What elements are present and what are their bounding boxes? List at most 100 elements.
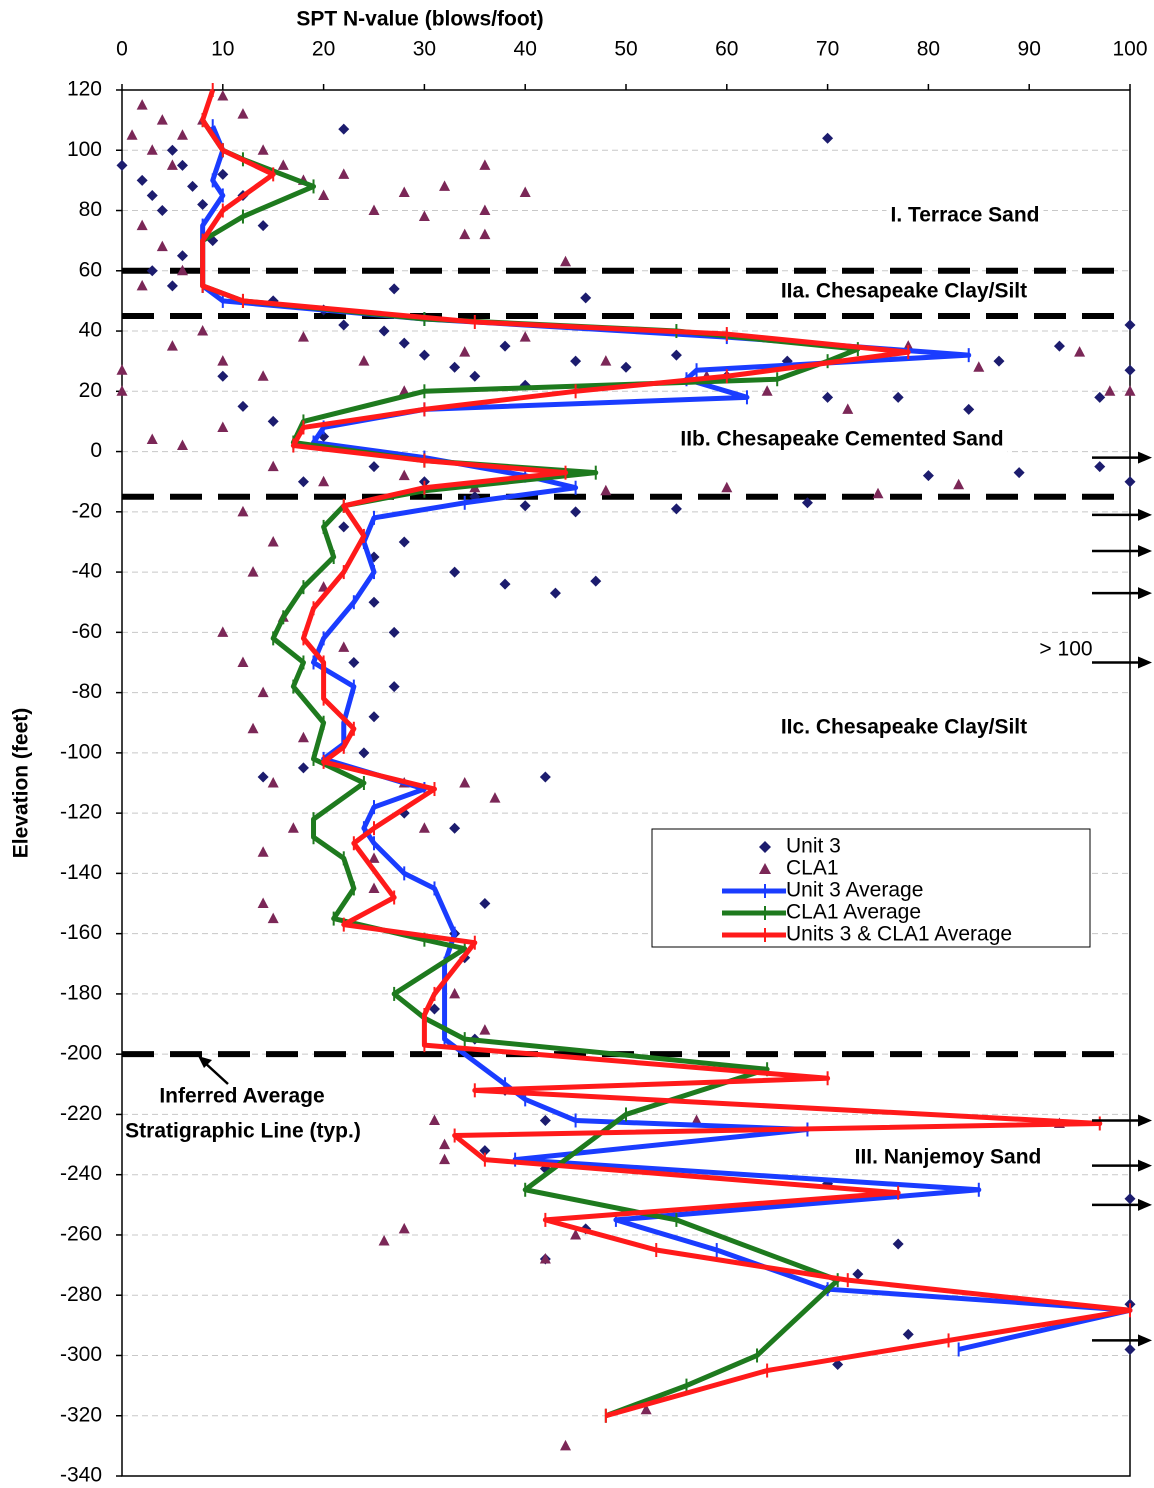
scatter-point <box>267 415 279 427</box>
y-tick-label: -280 <box>60 1283 102 1306</box>
scatter-point <box>166 340 178 351</box>
y-tick-label: -320 <box>60 1403 102 1426</box>
scatter-point <box>358 747 370 759</box>
scatter-point <box>449 822 461 834</box>
y-tick-label: -60 <box>72 620 102 643</box>
y-tick-label: -140 <box>60 861 102 884</box>
scatter-point <box>297 331 309 342</box>
scatter-point <box>197 325 209 336</box>
y-tick-label: 100 <box>67 138 102 161</box>
scatter-point <box>247 566 259 577</box>
scatter-point <box>449 361 461 373</box>
x-tick-label: 20 <box>312 38 335 61</box>
x-tick-label: 30 <box>413 38 436 61</box>
scatter-point <box>822 132 834 144</box>
scatter-point <box>166 280 178 292</box>
scatter-point <box>580 292 592 304</box>
scatter-point <box>237 108 249 119</box>
scatter-point <box>1124 364 1136 376</box>
scatter-point <box>489 792 501 803</box>
legend-label: Unit 3 <box>786 835 841 858</box>
scatter-point <box>146 433 158 445</box>
legend-label: CLA1 Average <box>786 901 921 924</box>
scatter-point <box>297 476 309 488</box>
scatter-point <box>721 481 733 493</box>
legend-swatch <box>759 863 771 874</box>
scatter-point <box>368 711 380 723</box>
scatter-point <box>287 822 299 833</box>
y-tick-label: -220 <box>60 1102 102 1125</box>
scatter-point <box>166 144 178 156</box>
scatter-point <box>116 159 128 171</box>
scatter-point <box>428 1114 440 1125</box>
legend-label: CLA1 <box>786 857 839 880</box>
scatter-point <box>116 385 128 396</box>
scatter-point <box>801 497 813 509</box>
y-tick-label: -100 <box>60 740 102 763</box>
scatter-point <box>670 503 682 515</box>
scatter-point <box>267 460 279 472</box>
arrow-head <box>1138 1159 1152 1172</box>
scatter-point <box>378 1234 390 1246</box>
arrow-head <box>1138 1114 1152 1127</box>
y-tick-label: 60 <box>79 258 102 281</box>
scatter-point <box>217 168 229 180</box>
scatter-point <box>257 144 269 155</box>
scatter-point <box>418 210 430 222</box>
scatter-point <box>247 722 259 734</box>
scatter-point <box>217 626 229 637</box>
scatter-point <box>297 762 309 774</box>
scatter-point <box>1124 385 1136 396</box>
label-bg <box>850 1143 1046 1171</box>
scatter-point <box>892 391 904 403</box>
scatter-point <box>257 220 269 232</box>
scatter-point <box>479 1024 491 1035</box>
scatter-point <box>590 575 602 587</box>
x-tick-label: 80 <box>917 38 940 61</box>
arrow-head <box>1138 656 1152 669</box>
x-tick-label: 10 <box>211 38 234 61</box>
y-tick-label: -160 <box>60 921 102 944</box>
scatter-point <box>318 475 330 487</box>
y-tick-label: -300 <box>60 1343 102 1366</box>
scatter-point <box>297 731 309 743</box>
scatter-point <box>519 186 531 197</box>
scatter-point <box>761 385 773 396</box>
scatter-point <box>499 340 511 352</box>
scatter-point <box>963 403 975 415</box>
scatter-point <box>570 506 582 518</box>
scatter-point <box>822 391 834 403</box>
annotation: III. Nanjemoy Sand <box>855 1146 1042 1169</box>
scatter-point <box>600 484 612 496</box>
scatter-point <box>479 898 491 910</box>
scatter-point <box>499 578 511 590</box>
scatter-point <box>126 129 138 140</box>
scatter-point <box>156 205 168 217</box>
scatter-point <box>560 255 572 267</box>
scatter-point <box>368 596 380 608</box>
scatter-point <box>378 325 390 337</box>
y-tick-label: -80 <box>72 680 102 703</box>
legend-box <box>651 828 1091 948</box>
scatter-point <box>479 228 491 240</box>
scatter-point <box>539 771 551 783</box>
scatter-point <box>267 777 279 788</box>
scatter-point <box>388 626 400 638</box>
y-tick-label: 20 <box>79 379 102 402</box>
scatter-point <box>902 1328 914 1340</box>
arrow-head <box>1138 1334 1152 1347</box>
scatter-point <box>519 331 531 342</box>
x-tick-label: 60 <box>715 38 738 61</box>
scatter-point <box>136 219 148 231</box>
y-axis-title: Elevation (feet) <box>10 708 33 859</box>
scatter-point <box>257 897 269 909</box>
plot-frame <box>121 89 1131 1477</box>
legend-swatch <box>759 841 771 853</box>
label-bg <box>886 201 1044 229</box>
x-axis-title: SPT N-value (blows/foot) <box>296 8 543 31</box>
scatter-point <box>439 1153 451 1165</box>
arrow-head <box>198 1056 212 1068</box>
y-tick-label: -240 <box>60 1162 102 1185</box>
y-tick-label: -260 <box>60 1223 102 1246</box>
